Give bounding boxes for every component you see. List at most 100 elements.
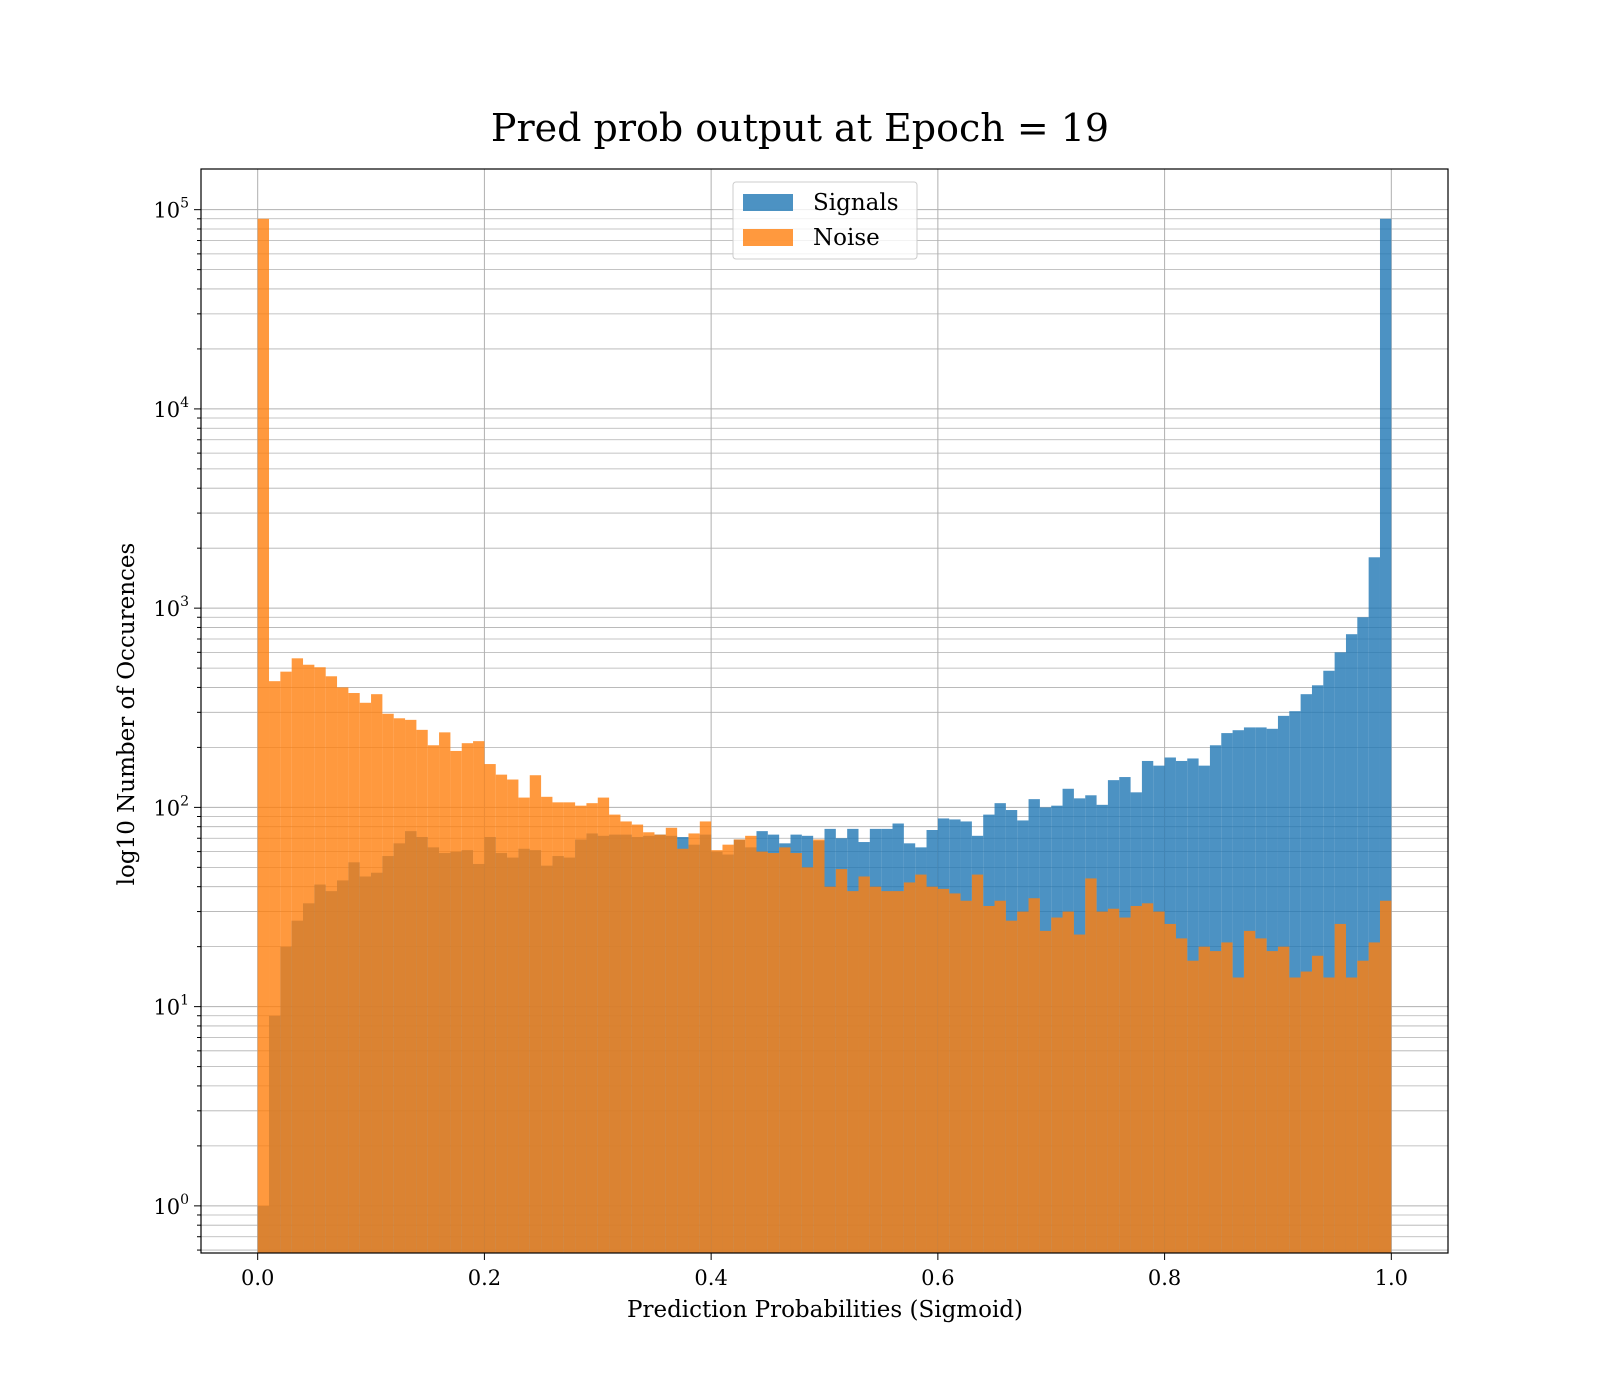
noise-bar [1107,908,1120,1253]
y-tick-exponent: 4 [180,395,189,411]
y-tick-base: 10 [153,199,180,223]
x-tick-label: 1.0 [1375,1266,1408,1290]
noise-bar [892,891,904,1253]
noise-bar [1345,977,1358,1253]
noise-bar [1039,930,1052,1253]
noise-bar [1164,923,1176,1253]
noise-bar [1323,977,1335,1253]
noise-bar [722,844,734,1253]
noise-bar [1232,977,1244,1253]
noise-bar [1096,911,1108,1253]
noise-bar [473,741,485,1253]
noise-bar [495,774,508,1253]
legend-label-noise: Noise [813,225,880,251]
noise-bar [813,839,825,1253]
y-tick-label: 100 [153,1192,189,1219]
noise-bar [971,874,984,1253]
noise-bar [439,732,451,1253]
noise-bar [847,891,859,1253]
y-tick-exponent: 5 [180,196,189,212]
x-tick-label: 0.8 [1148,1266,1181,1290]
noise-bar [1175,938,1188,1253]
noise-bar [586,803,598,1253]
noise-bar [1119,917,1131,1253]
bars [257,218,1392,1254]
y-axis-label: log10 Number of Occurences [114,543,140,886]
y-tick-label: 102 [153,793,189,820]
noise-bar [393,718,406,1253]
y-tick-base: 10 [153,597,180,621]
noise-bar [405,719,417,1253]
noise-bar [1051,917,1063,1253]
noise-bar [1130,905,1142,1253]
noise-bar [1300,971,1312,1253]
noise-bar [348,693,360,1253]
noise-bar [1379,900,1392,1253]
noise-bar [1334,923,1346,1253]
noise-bar [1368,942,1380,1253]
noise-bar [518,797,530,1253]
noise-bar [699,821,712,1253]
legend: Signals Noise [732,181,918,260]
noise-bar [756,851,768,1253]
x-tick-label: 0.4 [694,1266,727,1290]
noise-bar [552,802,564,1253]
noise-bar [926,886,938,1253]
noise-bar [450,750,462,1253]
noise-bar [1277,946,1290,1253]
noise-bar [1017,911,1029,1253]
noise-bar [597,797,610,1253]
noise-bar [303,664,315,1253]
noise-bar [563,802,576,1253]
y-tick-label: 103 [153,594,189,621]
noise-bar [1289,977,1301,1253]
noise-bar [257,218,270,1254]
noise-bar [325,676,338,1253]
legend-swatch-noise [743,229,793,246]
noise-bar [903,882,916,1253]
y-tick-label: 105 [153,196,189,223]
y-tick-base: 10 [153,796,180,820]
noise-bar [314,667,326,1253]
x-axis-label: Prediction Probabilities (Sigmoid) [627,1297,1023,1323]
noise-bar [767,853,780,1253]
noise-bar [858,876,870,1253]
noise-bar [960,900,972,1253]
noise-bar [937,888,950,1253]
noise-bar [416,729,428,1253]
noise-bar [1085,878,1097,1253]
noise-bar [1198,946,1210,1253]
y-tick-label: 104 [153,395,189,422]
noise-bar [790,853,802,1253]
y-tick-exponent: 0 [180,1192,189,1208]
noise-bar [801,867,814,1253]
noise-bar [881,891,893,1253]
legend-label-signals: Signals [813,190,899,216]
y-tick-base: 10 [153,996,180,1020]
noise-bar [1243,930,1256,1253]
noise-bar [529,775,542,1253]
noise-bar [1062,911,1074,1253]
signals-bar [1345,634,1358,1253]
noise-bar [1187,960,1199,1253]
noise-bar [643,832,655,1253]
noise-bar [337,687,349,1253]
noise-bar [631,824,644,1253]
legend-swatch-signals [743,194,793,211]
noise-bar [688,833,700,1253]
noise-bar [541,796,553,1253]
noise-bar [1266,951,1278,1253]
noise-bar [869,886,882,1253]
noise-bar [1311,955,1324,1253]
noise-bar [575,805,587,1253]
noise-bar [835,869,848,1253]
noise-bar [484,764,496,1253]
x-tick-label: 0.0 [241,1266,274,1290]
noise-bar [507,779,519,1253]
noise-bar [1073,934,1086,1253]
x-tick-label: 0.2 [468,1266,501,1290]
noise-bar [677,848,689,1253]
noise-bar [620,821,632,1253]
noise-bar [824,886,836,1253]
